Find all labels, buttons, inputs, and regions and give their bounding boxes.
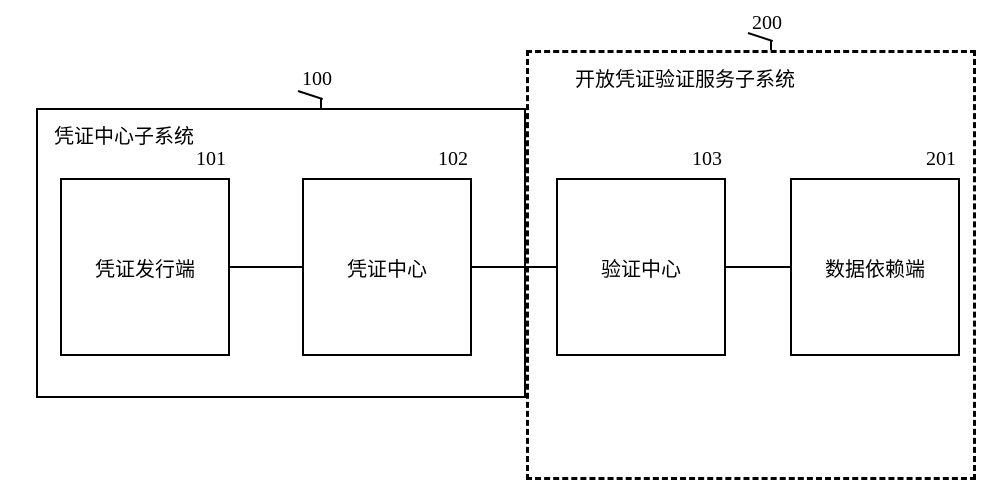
subsystem-left-ref: 100	[302, 68, 332, 91]
box-center-label: 凭证中心	[347, 253, 427, 282]
box-issuer: 凭证发行端	[60, 178, 230, 356]
leader-diag-100	[298, 90, 323, 100]
box-center: 凭证中心	[302, 178, 472, 356]
box-issuer-label: 凭证发行端	[95, 253, 195, 282]
box-depend-label: 数据依赖端	[825, 253, 925, 282]
box-verify: 验证中心	[556, 178, 726, 356]
connector-center-verify	[472, 266, 556, 268]
box-verify-ref: 103	[692, 148, 722, 171]
box-issuer-ref: 101	[196, 148, 226, 171]
box-center-ref: 102	[438, 148, 468, 171]
connector-issuer-center	[230, 266, 302, 268]
subsystem-right-title: 开放凭证验证服务子系统	[575, 63, 795, 92]
connector-verify-depend	[726, 266, 790, 268]
box-depend-ref: 201	[926, 148, 956, 171]
box-verify-label: 验证中心	[601, 253, 681, 282]
subsystem-right-ref: 200	[752, 12, 782, 35]
subsystem-left-title: 凭证中心子系统	[54, 120, 194, 149]
box-depend: 数据依赖端	[790, 178, 960, 356]
